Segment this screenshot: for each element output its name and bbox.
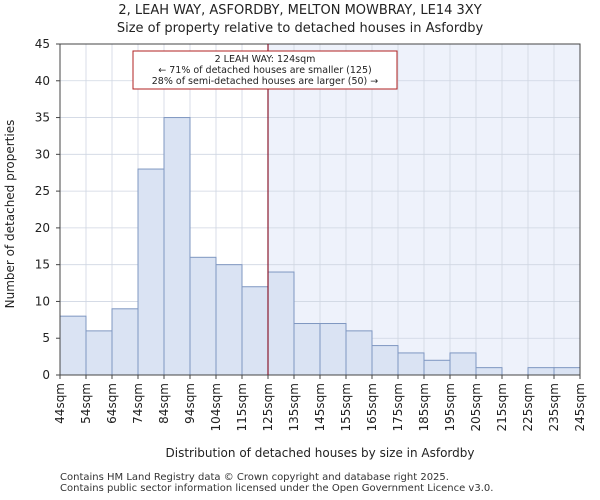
x-tick-label: 115sqm bbox=[235, 383, 249, 431]
histogram-bar bbox=[345, 330, 373, 376]
x-axis-title: Distribution of detached houses by size … bbox=[166, 446, 475, 460]
footer-line2: Contains public sector information licen… bbox=[60, 483, 494, 494]
y-tick-label: 0 bbox=[42, 368, 50, 382]
histogram-bar bbox=[423, 359, 451, 376]
y-tick-label: 40 bbox=[35, 74, 50, 88]
x-tick-label: 245sqm bbox=[573, 383, 587, 431]
y-tick-label: 25 bbox=[35, 184, 50, 198]
x-tick-label: 215sqm bbox=[495, 383, 509, 431]
x-tick-label: 175sqm bbox=[391, 383, 405, 431]
x-tick-label: 44sqm bbox=[53, 383, 67, 424]
chart-title: 2, LEAH WAY, ASFORDBY, MELTON MOWBRAY, L… bbox=[0, 2, 600, 38]
histogram-bar bbox=[319, 323, 347, 376]
y-tick-label: 15 bbox=[35, 258, 50, 272]
footer-line1: Contains HM Land Registry data © Crown c… bbox=[60, 472, 449, 483]
histogram-bar bbox=[527, 367, 555, 376]
x-tick-label: 125sqm bbox=[261, 383, 275, 431]
histogram-bar bbox=[293, 323, 321, 376]
y-tick-label: 5 bbox=[42, 331, 50, 345]
histogram-bar bbox=[85, 330, 113, 376]
histogram-bar bbox=[449, 352, 477, 376]
x-tick-label: 94sqm bbox=[183, 383, 197, 424]
histogram-bar bbox=[111, 308, 139, 376]
x-tick-label: 74sqm bbox=[131, 383, 145, 424]
histogram-bar bbox=[371, 345, 399, 376]
x-tick-label: 104sqm bbox=[209, 383, 223, 431]
annotation-box bbox=[132, 50, 398, 90]
histogram-bar bbox=[553, 367, 581, 376]
x-tick-label: 54sqm bbox=[79, 383, 93, 424]
y-tick-label: 20 bbox=[35, 221, 50, 235]
histogram-bar bbox=[475, 367, 503, 376]
histogram-bar bbox=[241, 286, 269, 376]
chart-title-line2: Size of property relative to detached ho… bbox=[116, 21, 484, 36]
x-tick-label: 135sqm bbox=[287, 383, 301, 431]
histogram-bar bbox=[59, 315, 87, 376]
x-tick-label: 235sqm bbox=[547, 383, 561, 431]
histogram-bar bbox=[267, 271, 295, 376]
x-tick-label: 225sqm bbox=[521, 383, 535, 431]
x-tick-label: 185sqm bbox=[417, 383, 431, 431]
y-tick-label: 30 bbox=[35, 147, 50, 161]
x-tick-label: 155sqm bbox=[339, 383, 353, 431]
y-tick-label: 35 bbox=[35, 111, 50, 125]
footer-attribution: Contains HM Land Registry data © Crown c… bbox=[60, 472, 493, 494]
histogram-bar bbox=[189, 256, 217, 376]
y-tick-label: 10 bbox=[35, 294, 50, 308]
x-tick-label: 165sqm bbox=[365, 383, 379, 431]
histogram-bar bbox=[137, 168, 165, 376]
chart-title-line1: 2, LEAH WAY, ASFORDBY, MELTON MOWBRAY, L… bbox=[118, 3, 482, 18]
histogram-bar bbox=[215, 264, 243, 376]
y-axis-title: Number of detached properties bbox=[3, 120, 17, 309]
histogram-bar bbox=[163, 117, 191, 376]
x-tick-label: 84sqm bbox=[157, 383, 171, 424]
y-tick-label: 45 bbox=[35, 37, 50, 51]
annotation-line-1: 2 LEAH WAY: 124sqm bbox=[215, 54, 316, 65]
x-tick-label: 195sqm bbox=[443, 383, 457, 431]
x-tick-label: 205sqm bbox=[469, 383, 483, 431]
x-tick-label: 64sqm bbox=[105, 383, 119, 424]
annotation-line-3: 28% of semi-detached houses are larger (… bbox=[152, 76, 379, 87]
x-tick-label: 145sqm bbox=[313, 383, 327, 431]
annotation-line-2: ← 71% of detached houses are smaller (12… bbox=[158, 65, 371, 76]
histogram-bar bbox=[397, 352, 425, 376]
